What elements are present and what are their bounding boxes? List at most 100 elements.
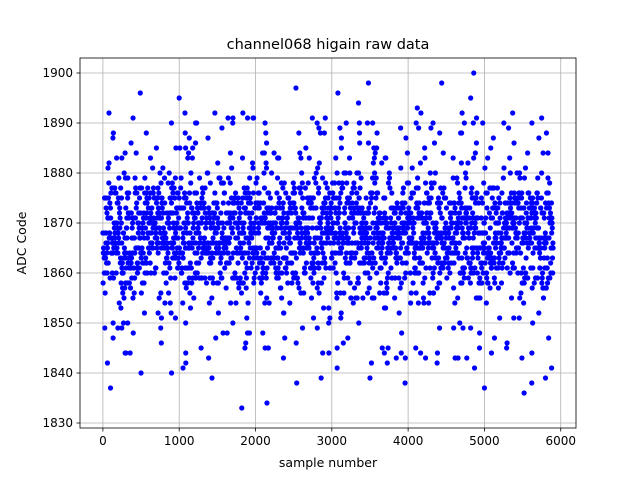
data-point bbox=[277, 260, 283, 266]
data-point bbox=[118, 280, 124, 286]
data-point bbox=[524, 225, 531, 231]
data-point bbox=[358, 175, 364, 181]
data-point bbox=[305, 225, 311, 231]
data-point bbox=[250, 190, 256, 196]
data-point bbox=[179, 250, 186, 256]
data-point bbox=[482, 165, 488, 171]
outlier-point bbox=[471, 70, 477, 76]
data-point bbox=[397, 285, 403, 291]
outlier-point bbox=[521, 390, 527, 396]
data-point bbox=[119, 155, 125, 161]
data-point bbox=[417, 255, 423, 261]
data-point bbox=[370, 160, 376, 166]
data-point bbox=[377, 210, 383, 216]
data-point bbox=[337, 225, 343, 231]
data-point bbox=[186, 135, 192, 141]
data-point bbox=[491, 260, 497, 266]
data-point bbox=[153, 265, 159, 271]
data-point bbox=[527, 235, 533, 241]
data-point bbox=[305, 180, 311, 186]
data-point bbox=[185, 280, 191, 286]
data-point bbox=[290, 180, 296, 186]
data-point bbox=[162, 260, 168, 266]
data-point bbox=[329, 255, 335, 261]
data-point bbox=[143, 260, 150, 266]
data-point bbox=[469, 255, 476, 261]
data-point bbox=[444, 275, 450, 281]
data-point bbox=[168, 195, 174, 201]
data-point bbox=[104, 250, 110, 256]
data-point bbox=[374, 270, 380, 276]
data-points bbox=[100, 70, 556, 411]
data-point bbox=[507, 195, 513, 201]
data-point bbox=[315, 260, 321, 266]
data-point bbox=[291, 190, 298, 196]
data-point bbox=[428, 210, 434, 216]
data-point bbox=[323, 210, 330, 216]
outlier-point bbox=[367, 375, 373, 381]
data-point bbox=[390, 240, 397, 246]
data-point bbox=[150, 165, 156, 171]
data-point bbox=[114, 155, 120, 161]
data-point bbox=[190, 225, 196, 231]
outlier-point bbox=[168, 370, 175, 376]
data-point bbox=[430, 275, 436, 281]
data-point bbox=[508, 295, 515, 301]
data-point bbox=[225, 175, 231, 181]
data-point bbox=[121, 170, 127, 176]
data-point bbox=[404, 150, 411, 156]
data-point bbox=[269, 205, 275, 211]
data-point bbox=[148, 230, 155, 236]
data-point bbox=[140, 250, 146, 256]
data-point bbox=[156, 225, 162, 231]
data-point bbox=[320, 250, 326, 256]
data-point bbox=[343, 230, 349, 236]
data-point bbox=[342, 205, 348, 211]
data-point bbox=[315, 250, 321, 256]
data-point bbox=[328, 215, 334, 221]
data-point bbox=[492, 245, 499, 251]
data-point bbox=[370, 265, 376, 271]
y-tick-label: 1840 bbox=[42, 366, 73, 380]
data-point bbox=[398, 210, 404, 216]
data-point bbox=[256, 190, 262, 196]
outlier-point bbox=[510, 110, 516, 116]
data-point bbox=[498, 240, 504, 246]
data-point bbox=[244, 330, 251, 336]
data-point bbox=[248, 220, 254, 226]
data-point bbox=[201, 205, 207, 211]
data-point bbox=[522, 230, 528, 236]
data-point bbox=[271, 250, 277, 256]
data-point bbox=[359, 205, 365, 211]
data-point bbox=[143, 190, 149, 196]
data-point bbox=[426, 235, 432, 241]
x-tick-label: 5000 bbox=[469, 434, 500, 448]
data-point bbox=[195, 210, 201, 216]
data-point bbox=[473, 195, 479, 201]
data-point bbox=[279, 270, 285, 276]
data-point bbox=[479, 280, 485, 286]
data-point bbox=[124, 225, 130, 231]
data-point bbox=[545, 190, 551, 196]
data-point bbox=[154, 245, 160, 251]
data-point bbox=[438, 235, 445, 241]
data-point bbox=[240, 225, 246, 231]
data-point bbox=[295, 230, 301, 236]
data-point bbox=[178, 185, 184, 191]
outlier-point bbox=[294, 380, 300, 386]
data-point bbox=[374, 130, 380, 136]
data-point bbox=[495, 265, 501, 271]
data-point bbox=[151, 270, 158, 276]
data-point bbox=[487, 225, 493, 231]
data-point bbox=[119, 240, 125, 246]
data-point bbox=[235, 225, 241, 231]
data-point bbox=[544, 265, 550, 271]
data-point bbox=[276, 155, 282, 161]
data-point bbox=[283, 270, 290, 276]
data-point bbox=[126, 190, 132, 196]
data-point bbox=[294, 225, 300, 231]
data-point bbox=[121, 245, 127, 251]
data-point bbox=[372, 260, 378, 266]
data-point bbox=[530, 195, 536, 201]
data-point bbox=[203, 220, 209, 226]
